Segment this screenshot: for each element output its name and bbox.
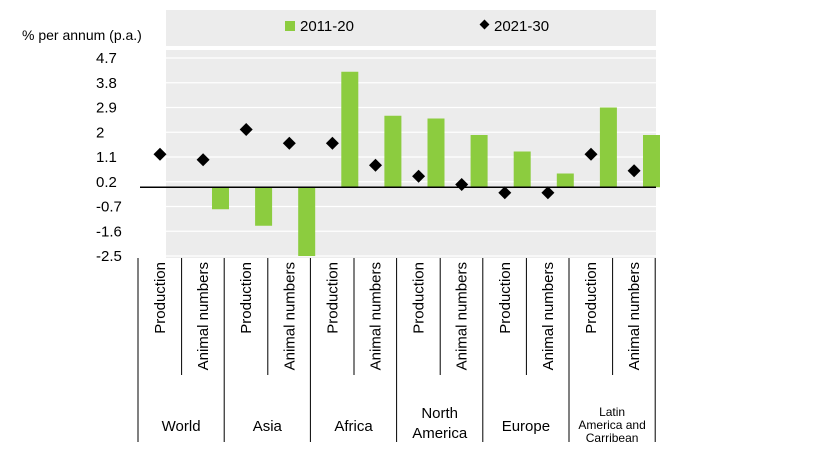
- x-axis-categories: Production Animal numbers Production Animal…: [137, 258, 656, 445]
- x-category-label: Production: [497, 262, 514, 334]
- legend-label-2011-20: 2011-20: [300, 18, 354, 35]
- y-axis-label: % per annum (p.a.): [22, 27, 142, 43]
- x-category-label: Animal numbers: [368, 262, 385, 370]
- y-tick-label: 1.1: [96, 149, 117, 166]
- x-category-label: Production: [238, 262, 255, 334]
- marker-2021-30: [455, 178, 469, 191]
- marker-2021-30: [282, 136, 296, 150]
- marker-2021-30: [325, 136, 339, 150]
- bar-2011-20: [513, 151, 531, 188]
- region-label: North America: [412, 405, 468, 442]
- marker-2021-30: [369, 158, 382, 172]
- bar-2011-20: [470, 135, 488, 188]
- marker-2021-30: [627, 164, 641, 178]
- region-label: World: [162, 418, 201, 435]
- marker-2021-30: [153, 147, 167, 161]
- y-tick-label: 0.2: [96, 174, 117, 191]
- marker-2021-30: [541, 186, 555, 200]
- region-label: Asia: [253, 418, 283, 435]
- x-category-label: Animal numbers: [281, 262, 298, 370]
- bar-2011-20: [599, 107, 617, 188]
- marker-2021-30: [239, 123, 253, 136]
- bar-2011-20: [384, 115, 402, 188]
- bar-2011-20: [642, 135, 660, 188]
- bar-2011-20: [556, 173, 574, 188]
- legend-label-2021-30: 2021-30: [494, 18, 549, 35]
- y-tick-label: 4.7: [96, 50, 117, 67]
- bar-2011-20: [211, 187, 229, 210]
- marker-2021-30: [584, 147, 598, 161]
- marker-2021-30: [498, 186, 512, 200]
- x-category-label: Production: [152, 262, 169, 334]
- x-category-label: Animal numbers: [540, 262, 557, 370]
- x-category-label: Production: [411, 262, 428, 334]
- y-tick-label: -1.6: [96, 223, 122, 240]
- marker-2021-30: [412, 169, 426, 183]
- y-tick-label: 3.8: [96, 75, 117, 92]
- legend: 2011-20 2021-30: [285, 18, 549, 35]
- y-tick-label: 2: [96, 124, 104, 141]
- bars-2011-20: [211, 71, 660, 256]
- markers-2021-30: [153, 123, 641, 200]
- x-category-label: Animal numbers: [454, 262, 471, 370]
- region-label: Latin America and Carribean: [578, 405, 645, 445]
- legend-background: [166, 10, 656, 46]
- bar-2011-20: [341, 71, 359, 188]
- legend-swatch-2011-20: [285, 21, 295, 31]
- bar-2011-20: [298, 187, 316, 256]
- x-category-label: Animal numbers: [195, 262, 212, 370]
- x-category-label: Production: [324, 262, 341, 334]
- region-label: Europe: [502, 418, 550, 435]
- y-tick-label: -0.7: [96, 199, 122, 216]
- marker-2021-30: [196, 153, 210, 167]
- bar-2011-20: [427, 118, 445, 188]
- x-category-label: Animal numbers: [626, 262, 643, 370]
- y-tick-label: 2.9: [96, 100, 117, 117]
- x-category-label: Production: [583, 262, 600, 334]
- region-label: Africa: [334, 418, 373, 435]
- plot-background: [166, 50, 656, 258]
- bar-2011-20: [255, 187, 273, 226]
- y-tick-labels: 4.7 3.8 2.9 2 1.1 0.2 -0.7 -1.6 -2.5: [96, 50, 122, 265]
- y-tick-label: -2.5: [96, 248, 122, 265]
